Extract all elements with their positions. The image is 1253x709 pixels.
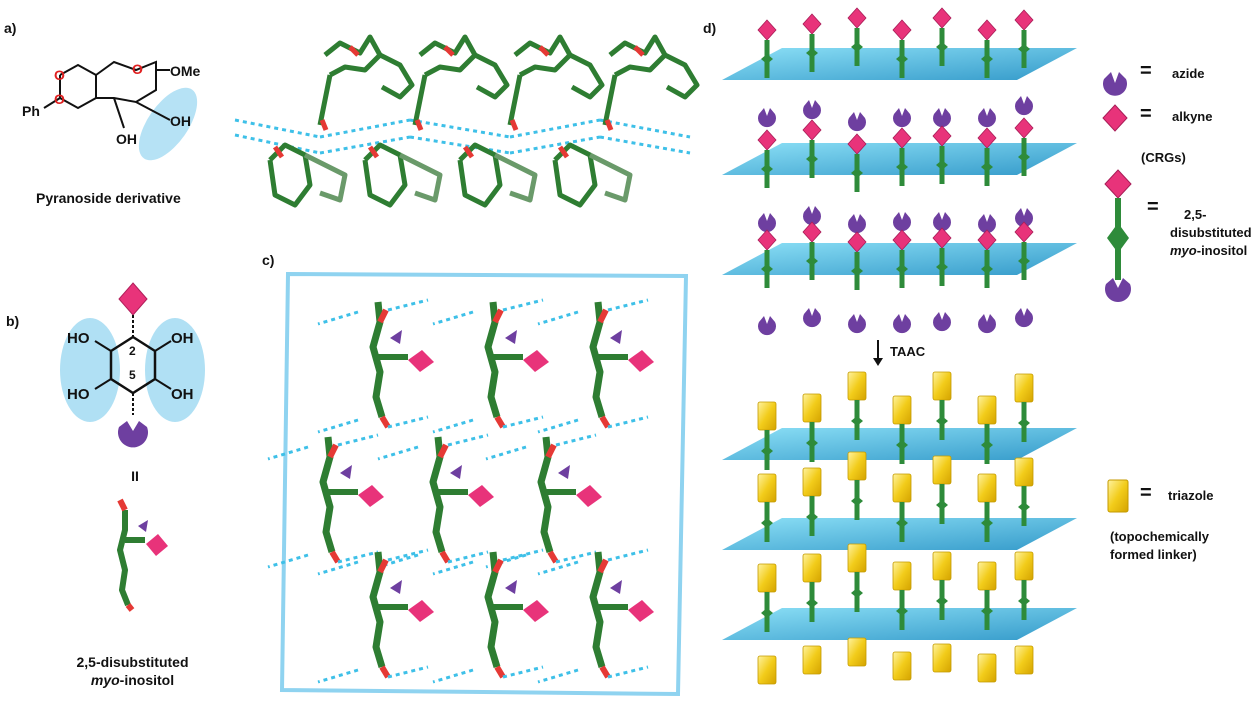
inositol-molecule	[538, 300, 654, 432]
legend-azide: azide	[1172, 66, 1205, 81]
label-ho-top: HO	[67, 330, 90, 347]
pyranoside-caption: Pyranoside derivative	[36, 190, 181, 206]
legend-triazole-note-line1: (topochemically	[1110, 529, 1209, 544]
panel-label-a: a)	[4, 20, 17, 36]
atom-o-2: O	[54, 91, 65, 107]
legend-inositol-line3: myo-inositol	[1170, 242, 1252, 260]
unit-cell-frame	[279, 271, 689, 697]
legend-inositol-italic: myo	[1170, 243, 1197, 258]
inositol-molecule	[318, 550, 434, 682]
inositol-molecule	[378, 435, 494, 567]
inositol-linker-icon	[1104, 169, 1132, 302]
azide-icon	[1103, 72, 1127, 96]
legend-alkyne: alkyne	[1172, 109, 1213, 124]
label-ho-bottom: HO	[67, 386, 90, 403]
alkyne-icon	[1102, 104, 1128, 132]
inositol-structure: HO OH HO OH 2 5	[60, 282, 205, 448]
inositol-molecule	[318, 300, 434, 432]
inositol-molecule	[433, 300, 549, 432]
atom-ome: OMe	[170, 63, 201, 79]
inositol-caption-line1: 2,5-disubstituted	[76, 654, 189, 670]
pyranoside-molecule	[267, 34, 415, 208]
position-5: 5	[129, 368, 136, 382]
pyranoside-bonds	[43, 60, 171, 129]
compound-number: II	[131, 468, 139, 484]
atom-oh-2: OH	[116, 131, 137, 147]
panel-label-c: c)	[262, 252, 275, 268]
legend-inositol: 2,5- disubstituted myo-inositol	[1170, 206, 1252, 260]
diol-highlight-ellipse	[138, 87, 198, 161]
pyranoside-packing	[234, 34, 700, 208]
legend-inositol-rest: -inositol	[1196, 243, 1248, 258]
legend-inositol-line1: 2,5-	[1184, 207, 1207, 222]
lattice-after	[722, 371, 1077, 685]
lattice-before	[722, 7, 1077, 336]
atom-oh-1: OH	[170, 113, 191, 129]
packing-panel-c	[268, 271, 689, 697]
azide-icon	[118, 421, 148, 448]
atom-o-1: O	[54, 67, 65, 83]
inositol-molecule	[486, 435, 602, 567]
atom-o-3: O	[132, 61, 143, 77]
legend-crgs: (CRGs)	[1141, 150, 1186, 165]
legend-triazole: triazole	[1168, 488, 1214, 503]
pyranoside-structure: O O O Ph OMe OH OH	[22, 60, 201, 161]
legend-triazole-note: (topochemically formed linker)	[1110, 528, 1209, 564]
legend-triazole-note-line2: formed linker)	[1110, 547, 1197, 562]
taac-label: TAAC	[890, 344, 926, 359]
alkyne-icon	[118, 282, 148, 316]
position-2: 2	[129, 344, 136, 358]
inositol-caption-italic: myo	[90, 672, 120, 688]
reaction-arrow	[873, 340, 883, 366]
hbond-network	[234, 118, 691, 155]
label-oh-top: OH	[171, 330, 194, 347]
inositol-molecule	[538, 550, 654, 682]
panel-label-b: b)	[6, 313, 20, 329]
triazole-icon	[1107, 479, 1129, 513]
inositol-molecule	[433, 550, 549, 682]
inositol-model	[117, 498, 168, 612]
inositol-caption-rest: -inositol	[119, 672, 175, 688]
legend-eq-azide: =	[1140, 60, 1152, 82]
left-hydroxyl-ellipse	[60, 318, 120, 422]
legend-inositol-line2: disubstituted	[1170, 225, 1252, 240]
label-oh-bottom: OH	[171, 386, 194, 403]
atom-ph: Ph	[22, 103, 40, 119]
inositol-caption-line2: myo-inositol	[50, 671, 215, 689]
legend-eq-alkyne: =	[1140, 103, 1152, 125]
legend-eq-inositol: =	[1147, 196, 1159, 218]
legend-eq-triazole: =	[1140, 482, 1152, 504]
panel-label-d: d)	[703, 20, 717, 36]
inositol-caption: 2,5-disubstituted myo-inositol	[50, 653, 215, 689]
right-hydroxyl-ellipse	[145, 318, 205, 422]
